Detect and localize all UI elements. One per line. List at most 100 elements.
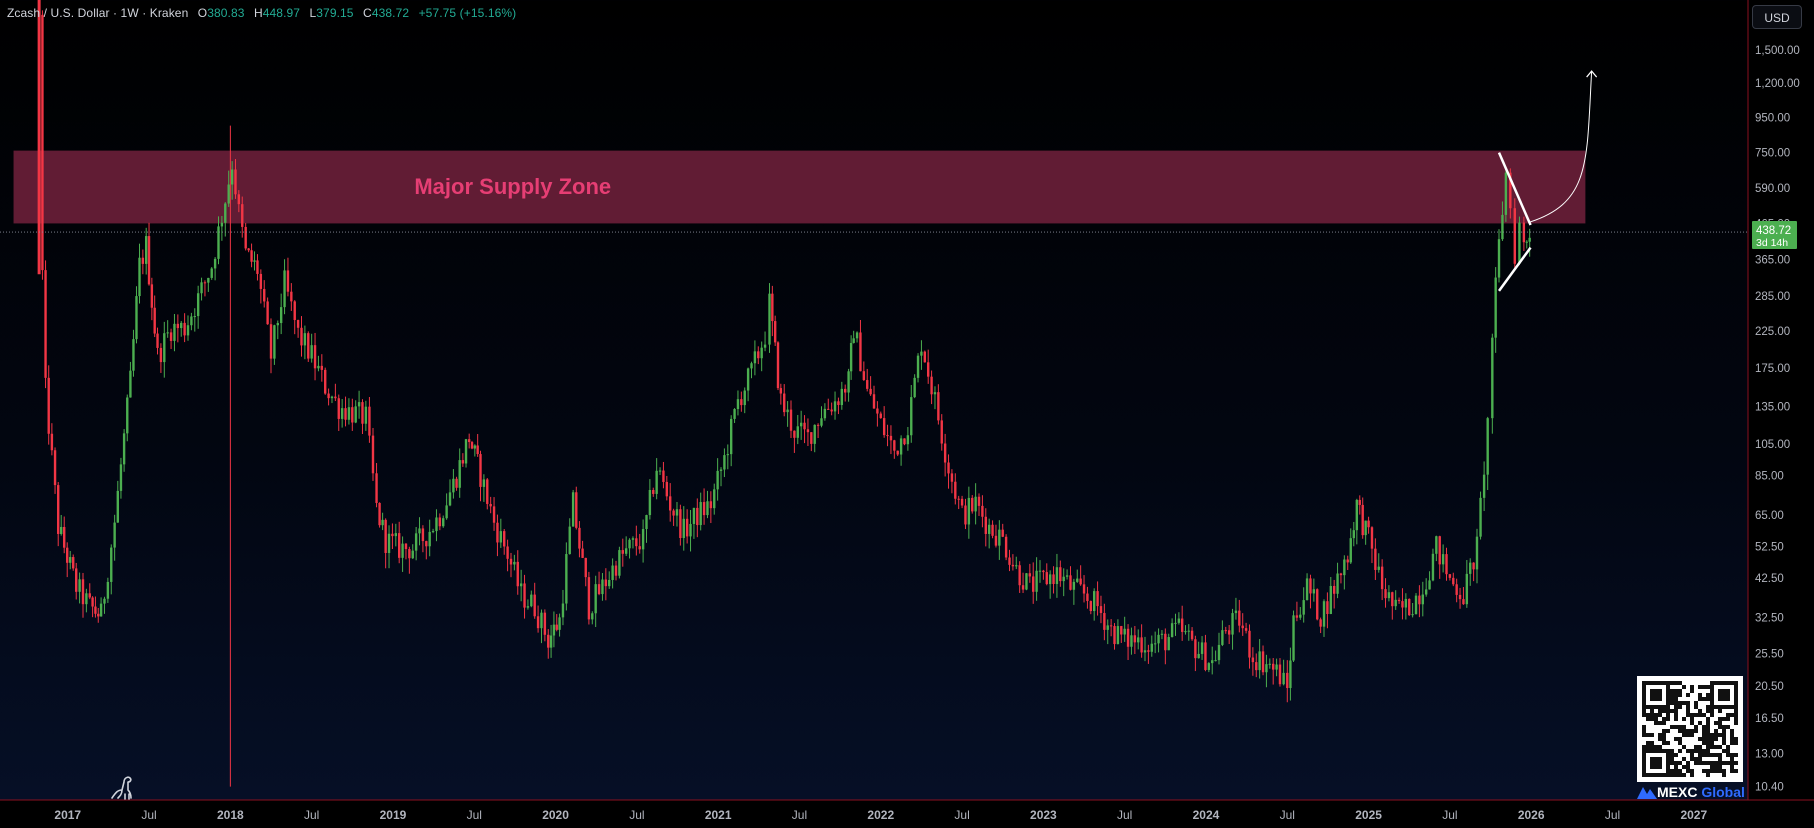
mexc-watermark-brand: MEXC	[1657, 784, 1698, 800]
candle-body	[1486, 418, 1489, 475]
x-tick-label: 2023	[1030, 808, 1057, 822]
candle-body	[50, 433, 54, 451]
candle-body	[428, 531, 431, 547]
candle-body	[692, 507, 696, 524]
candle-body	[186, 325, 190, 336]
symbol-title[interactable]: Zcash / U.S. Dollar · 1W · Kraken	[7, 6, 189, 20]
candle-body	[1126, 628, 1130, 647]
candle-body	[180, 322, 183, 329]
candle-body	[916, 355, 920, 378]
candle-body	[364, 406, 368, 424]
projection-arrow-head	[1586, 70, 1598, 78]
candle-body	[1525, 241, 1528, 243]
candle-body	[1103, 613, 1106, 630]
candle-body	[354, 406, 357, 423]
candle-body	[776, 342, 780, 389]
candle-body	[1332, 585, 1336, 594]
y-tick-label: 1,200.00	[1755, 78, 1800, 90]
candle-body	[1265, 664, 1268, 673]
candle-body	[1387, 592, 1391, 599]
candle-body	[665, 481, 669, 497]
candle-body	[849, 342, 853, 372]
candle-body	[1194, 639, 1197, 659]
candle-body	[227, 184, 230, 204]
candle-body	[448, 492, 452, 506]
candle-body	[482, 479, 486, 487]
candle-body	[611, 565, 614, 580]
candle-body	[726, 454, 729, 456]
candle-body	[960, 498, 964, 506]
candle-body	[1011, 564, 1015, 567]
candle-body	[1174, 622, 1177, 624]
candle-body	[1448, 574, 1452, 578]
candle-body	[920, 351, 923, 356]
candle-body	[830, 409, 833, 412]
candle-body	[404, 543, 408, 550]
candle-body	[1441, 554, 1445, 565]
y-tick-label: 950.00	[1755, 113, 1790, 125]
candle-body	[771, 293, 774, 322]
candle-body	[173, 323, 176, 341]
price-axis-bg[interactable]	[1748, 0, 1814, 828]
candle-body	[210, 268, 213, 278]
candle-body	[1133, 635, 1137, 643]
candle-body	[844, 388, 847, 393]
candle-body	[1082, 584, 1086, 594]
mexc-watermark: MEXC Global	[1637, 784, 1814, 802]
candle-body	[1079, 578, 1082, 585]
candle-body	[513, 561, 516, 565]
candle-body	[1312, 589, 1316, 594]
candle-body	[1160, 633, 1164, 635]
candle-body	[324, 369, 327, 394]
candle-body	[99, 603, 103, 617]
candle-body	[1045, 572, 1048, 585]
candle-body	[981, 505, 984, 517]
candle-body	[927, 362, 930, 377]
candle-body	[351, 407, 354, 423]
supply-zone-rect[interactable]	[13, 150, 1586, 224]
candle-body	[1120, 626, 1123, 635]
candle-body	[1475, 536, 1479, 570]
candle-body	[621, 550, 624, 554]
candle-body	[1465, 573, 1469, 605]
candle-body	[1322, 601, 1326, 627]
currency-button[interactable]: USD	[1752, 5, 1802, 29]
candle-body	[876, 408, 879, 414]
candle-body	[581, 548, 584, 558]
candle-body	[425, 541, 428, 547]
candles-layer	[37, 0, 1531, 787]
candle-body	[1370, 527, 1374, 549]
candle-body	[1224, 630, 1227, 632]
candle-body	[816, 424, 820, 426]
candle-body	[1358, 499, 1361, 505]
candle-body	[1137, 637, 1140, 643]
projection-arrow[interactable]	[1530, 71, 1593, 223]
x-tick-label: 2021	[705, 808, 732, 822]
high-label: H	[253, 6, 263, 20]
time-axis-bg[interactable]	[0, 800, 1814, 828]
bar-countdown: 3d 14h	[1756, 237, 1788, 249]
open-label: O	[197, 6, 208, 20]
candle-body	[896, 450, 899, 455]
candle-body	[723, 455, 726, 470]
triangle-upper-line[interactable]	[1497, 152, 1532, 226]
candle-body	[196, 293, 200, 317]
candle-body	[594, 584, 597, 614]
tradingview-dino-icon[interactable]	[110, 772, 138, 802]
candle-body	[496, 522, 499, 543]
candle-body	[129, 370, 132, 398]
triangle-lower-line[interactable]	[1497, 246, 1532, 292]
low-label: L	[309, 6, 317, 20]
candle-body	[696, 507, 699, 526]
candle-body	[523, 583, 526, 608]
candle-body	[361, 402, 364, 424]
x-tick-label: 2019	[380, 808, 407, 822]
candle-body	[977, 496, 981, 506]
x-tick-label: Jul	[304, 808, 319, 822]
candle-body	[1032, 576, 1035, 592]
candle-body	[126, 397, 129, 434]
candle-body	[473, 445, 477, 449]
candle-body	[1177, 618, 1181, 623]
candle-body	[286, 270, 290, 292]
